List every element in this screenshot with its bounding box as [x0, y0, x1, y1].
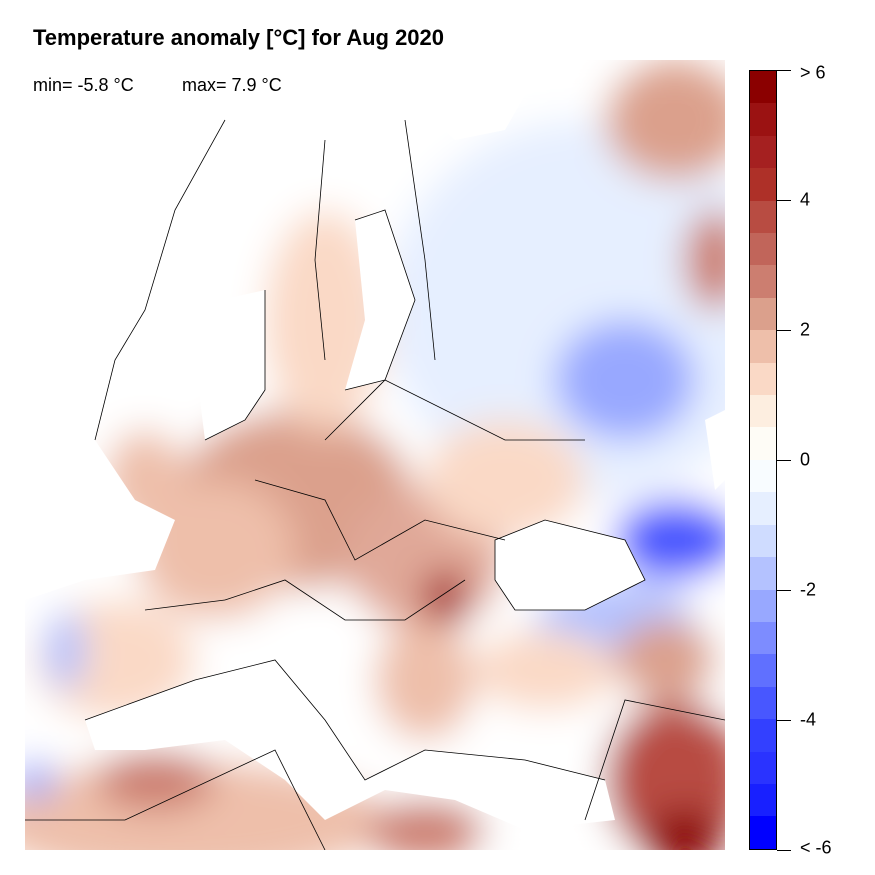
colorbar-tick-label: -4 [800, 709, 817, 730]
max-value: max= 7.9 °C [182, 75, 282, 95]
colorbar-bin [750, 427, 776, 460]
colorbar-tick-label: < -6 [800, 837, 832, 858]
colorbar-tick [777, 70, 791, 71]
colorbar-bin [750, 783, 776, 817]
colorbar-bin [750, 589, 776, 622]
colorbar-bin [750, 654, 776, 687]
colorbar-bin [750, 492, 776, 525]
colorbar-tick [777, 330, 791, 331]
colorbar-bin [750, 103, 776, 136]
colorbar-bin [750, 297, 776, 331]
colorbar-tick-label: 2 [800, 319, 811, 340]
colorbar-bin [750, 395, 776, 428]
sea-areas [25, 60, 725, 830]
colorbar-bin [750, 524, 776, 558]
map-title: Temperature anomaly [°C] for Aug 2020 [33, 25, 445, 50]
colorbar-bin [750, 557, 776, 590]
colorbar-tick-label: 0 [800, 449, 811, 470]
country-borders [25, 119, 725, 850]
colorbar-bin [750, 751, 776, 784]
colorbar-tick-label: 4 [800, 189, 811, 210]
colorbar-bin [750, 200, 776, 234]
colorbar-tick [777, 720, 791, 721]
colorbar-bin [750, 686, 776, 720]
colorbar-bin [750, 233, 776, 266]
colorbar-tick-label: -2 [800, 579, 817, 600]
colorbar-bin [750, 362, 776, 396]
colorbar-tick-label: > 6 [800, 62, 826, 83]
colorbar-bin [750, 330, 776, 363]
colorbar-bin [750, 816, 776, 849]
min-value: min= -5.8 °C [33, 75, 134, 95]
colorbar-bin [750, 71, 776, 104]
colorbar-tick [777, 460, 791, 461]
colorbar-tick [777, 850, 791, 851]
colorbar-bin [750, 719, 776, 752]
colorbar-tick [777, 200, 791, 201]
anomaly-map [25, 60, 725, 850]
colorbar-bin [750, 621, 776, 655]
colorbar-tick [777, 590, 791, 591]
colorbar-bin [750, 265, 776, 298]
colorbar-bin [750, 168, 776, 201]
colorbar-bin [750, 459, 776, 493]
colorbar-bin [750, 135, 776, 169]
colorbar [749, 70, 777, 850]
